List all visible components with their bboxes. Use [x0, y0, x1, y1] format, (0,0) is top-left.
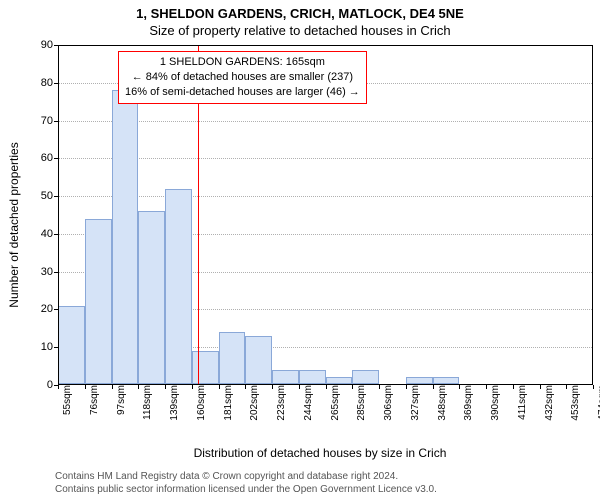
x-tick-label: 160sqm — [190, 385, 207, 421]
x-tick-mark — [272, 385, 273, 389]
x-tick-label: 265sqm — [324, 385, 341, 421]
x-tick-label: 223sqm — [270, 385, 287, 421]
x-tick-label: 369sqm — [457, 385, 474, 421]
x-tick-mark — [593, 385, 594, 389]
x-tick-label: 432sqm — [538, 385, 555, 421]
x-tick-label: 390sqm — [484, 385, 501, 421]
annotation-line: ← 84% of detached houses are smaller (23… — [125, 70, 360, 85]
x-axis-label: Distribution of detached houses by size … — [194, 446, 447, 460]
x-tick-mark — [192, 385, 193, 389]
x-tick-mark — [299, 385, 300, 389]
y-tick-mark — [54, 158, 58, 159]
x-tick-mark — [433, 385, 434, 389]
footer-line-2: Contains public sector information licen… — [55, 484, 437, 495]
x-tick-mark — [540, 385, 541, 389]
x-tick-label: 118sqm — [136, 385, 153, 420]
x-tick-label: 244sqm — [297, 385, 314, 421]
chart-title-sub: Size of property relative to detached ho… — [0, 21, 600, 38]
x-tick-label: 411sqm — [511, 385, 528, 420]
y-tick-mark — [54, 234, 58, 235]
x-tick-label: 76sqm — [83, 385, 100, 415]
x-tick-label: 453sqm — [564, 385, 581, 421]
y-tick-mark — [54, 196, 58, 197]
x-tick-label: 139sqm — [163, 385, 180, 421]
x-tick-mark — [326, 385, 327, 389]
footer-line-1: Contains HM Land Registry data © Crown c… — [55, 471, 398, 482]
x-tick-mark — [459, 385, 460, 389]
x-tick-mark — [138, 385, 139, 389]
x-tick-mark — [85, 385, 86, 389]
chart-container: 1, SHELDON GARDENS, CRICH, MATLOCK, DE4 … — [0, 0, 600, 500]
x-tick-mark — [406, 385, 407, 389]
x-tick-label: 474sqm — [591, 385, 600, 421]
y-axis-label: Number of detached properties — [7, 142, 21, 307]
x-tick-label: 285sqm — [350, 385, 367, 421]
x-tick-label: 202sqm — [243, 385, 260, 421]
x-tick-label: 327sqm — [404, 385, 421, 421]
annotation-box: 1 SHELDON GARDENS: 165sqm← 84% of detach… — [118, 51, 367, 104]
x-tick-label: 97sqm — [110, 385, 127, 415]
x-tick-mark — [112, 385, 113, 389]
y-tick-mark — [54, 121, 58, 122]
chart-title-main: 1, SHELDON GARDENS, CRICH, MATLOCK, DE4 … — [0, 0, 600, 21]
x-tick-mark — [486, 385, 487, 389]
y-tick-mark — [54, 45, 58, 46]
x-tick-mark — [352, 385, 353, 389]
annotation-line: 1 SHELDON GARDENS: 165sqm — [125, 55, 360, 70]
y-tick-mark — [54, 347, 58, 348]
annotation-line: 16% of semi-detached houses are larger (… — [125, 85, 360, 100]
x-tick-mark — [58, 385, 59, 389]
x-tick-label: 348sqm — [431, 385, 448, 421]
x-tick-label: 181sqm — [217, 385, 234, 421]
x-tick-mark — [219, 385, 220, 389]
y-tick-mark — [54, 83, 58, 84]
x-tick-label: 55sqm — [56, 385, 73, 415]
x-tick-mark — [379, 385, 380, 389]
x-tick-mark — [165, 385, 166, 389]
y-tick-mark — [54, 272, 58, 273]
x-tick-mark — [245, 385, 246, 389]
plot-area: 0102030405060708090 55sqm76sqm97sqm118sq… — [58, 45, 593, 385]
y-tick-mark — [54, 309, 58, 310]
x-tick-label: 306sqm — [377, 385, 394, 421]
x-tick-mark — [513, 385, 514, 389]
x-tick-mark — [566, 385, 567, 389]
